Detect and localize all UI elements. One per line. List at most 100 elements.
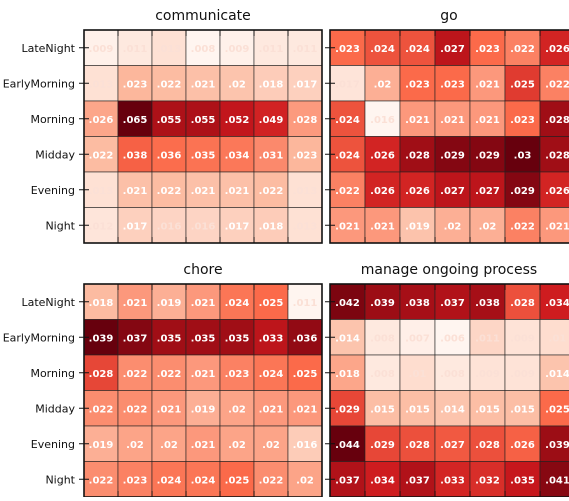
heatmap-cell [83,461,119,498]
row-label: EarlyMorning [3,77,75,90]
cell-value-label: .017 [123,221,148,232]
heatmap-cell [469,461,506,498]
row-label: LateNight [21,42,75,55]
cell-value-label: .022 [89,475,114,486]
row-label: Night [45,473,75,486]
cell-value-label: .021 [370,221,395,232]
cell-value-label: .034 [225,150,250,161]
cell-value-label: .018 [335,369,360,380]
heatmap-cell [117,207,153,244]
heatmap-cell [185,283,221,320]
heatmap-cell [399,319,436,356]
heatmap-cell [287,319,323,356]
cell-value-label: .01 [409,369,427,380]
heatmap-cell [219,65,255,102]
cell-value-label: .03 [514,150,532,161]
heatmap-cell [504,207,541,244]
cell-value-label: .037 [335,475,360,486]
cell-value-label: .036 [157,150,182,161]
cell-value-label: .023 [225,369,250,380]
cell-value-label: .016 [370,115,395,126]
cell-value-label: .035 [191,150,216,161]
heatmap-cell [399,65,436,102]
heatmap-cell [83,207,119,244]
cell-value-label: .008 [440,369,465,380]
cell-value-label: .015 [405,404,430,415]
cell-value-label: .038 [405,298,430,309]
cell-value-label: .025 [510,79,535,90]
heatmap-cell [504,390,541,427]
cell-value-label: .016 [293,440,318,451]
heatmap-cell [539,65,569,102]
cell-value-label: .024 [335,150,360,161]
cell-value-label: .014 [335,333,360,344]
heatmap-cell [504,461,541,498]
cell-value-label: .021 [191,369,216,380]
cell-value-label: .015 [370,404,395,415]
cell-value-label: .013 [89,79,114,90]
heatmap-cell [539,136,569,173]
heatmap-cell [185,136,221,173]
heatmap-cell [399,171,436,208]
cell-value-label: .022 [157,369,182,380]
cell-value-label: .021 [440,115,465,126]
row-label: LateNight [21,296,75,309]
cell-value-label: .028 [545,150,569,161]
cell-value-label: .009 [225,44,250,55]
cell-value-label: .028 [405,440,430,451]
row-label: Morning [30,113,75,126]
heatmap-cell [219,461,255,498]
heatmap-cell [469,65,506,102]
heatmap-cell [117,136,153,173]
heatmap-cell [185,354,221,391]
heatmap-cell [83,171,119,208]
heatmap-cell [151,390,187,427]
cell-value-label: .008 [370,369,395,380]
cell-value-label: .02 [479,221,497,232]
heatmap-cell [83,425,119,462]
panel-frame [83,29,323,244]
cell-value-label: .022 [157,79,182,90]
cell-value-label: .037 [405,475,430,486]
cell-value-label: .023 [123,475,148,486]
cell-value-label: .015 [510,404,535,415]
cell-value-label: .028 [475,440,500,451]
heatmap-cell [364,354,401,391]
cell-value-label: .011 [123,44,148,55]
heatmap-cell [219,207,255,244]
cell-value-label: .032 [475,475,500,486]
cell-value-label: .019 [405,221,430,232]
cell-value-label: .028 [510,298,535,309]
cell-value-label: .027 [440,186,465,197]
cell-value-label: .028 [545,115,569,126]
cell-value-label: .025 [225,475,250,486]
cell-value-label: .042 [335,298,360,309]
cell-value-label: .02 [126,440,144,451]
row-label: Morning [30,367,75,380]
heatmap-cell [329,354,366,391]
cell-value-label: .039 [545,440,569,451]
cell-value-label: .037 [123,333,148,344]
heatmap-cell [504,354,541,391]
cell-value-label: .018 [89,298,114,309]
cell-value-label: .012 [89,221,114,232]
cell-value-label: .024 [259,369,284,380]
cell-value-label: .024 [370,44,395,55]
cell-value-label: .021 [157,404,182,415]
heatmap-cell [287,461,323,498]
cell-value-label: .035 [191,333,216,344]
cell-value-label: .019 [157,298,182,309]
cell-value-label: .013 [89,186,114,197]
cell-value-label: .037 [440,298,465,309]
cell-value-label: .065 [123,115,148,126]
cell-value-label: .033 [259,333,284,344]
cell-value-label: .022 [510,44,535,55]
heatmap-cell [434,319,471,356]
cell-value-label: .027 [440,440,465,451]
cell-value-label: .029 [335,404,360,415]
heatmap-cell [117,29,153,66]
cell-value-label: .035 [510,475,535,486]
heatmap-cell [434,100,471,137]
heatmap-cell [539,100,569,137]
cell-value-label: .035 [157,333,182,344]
